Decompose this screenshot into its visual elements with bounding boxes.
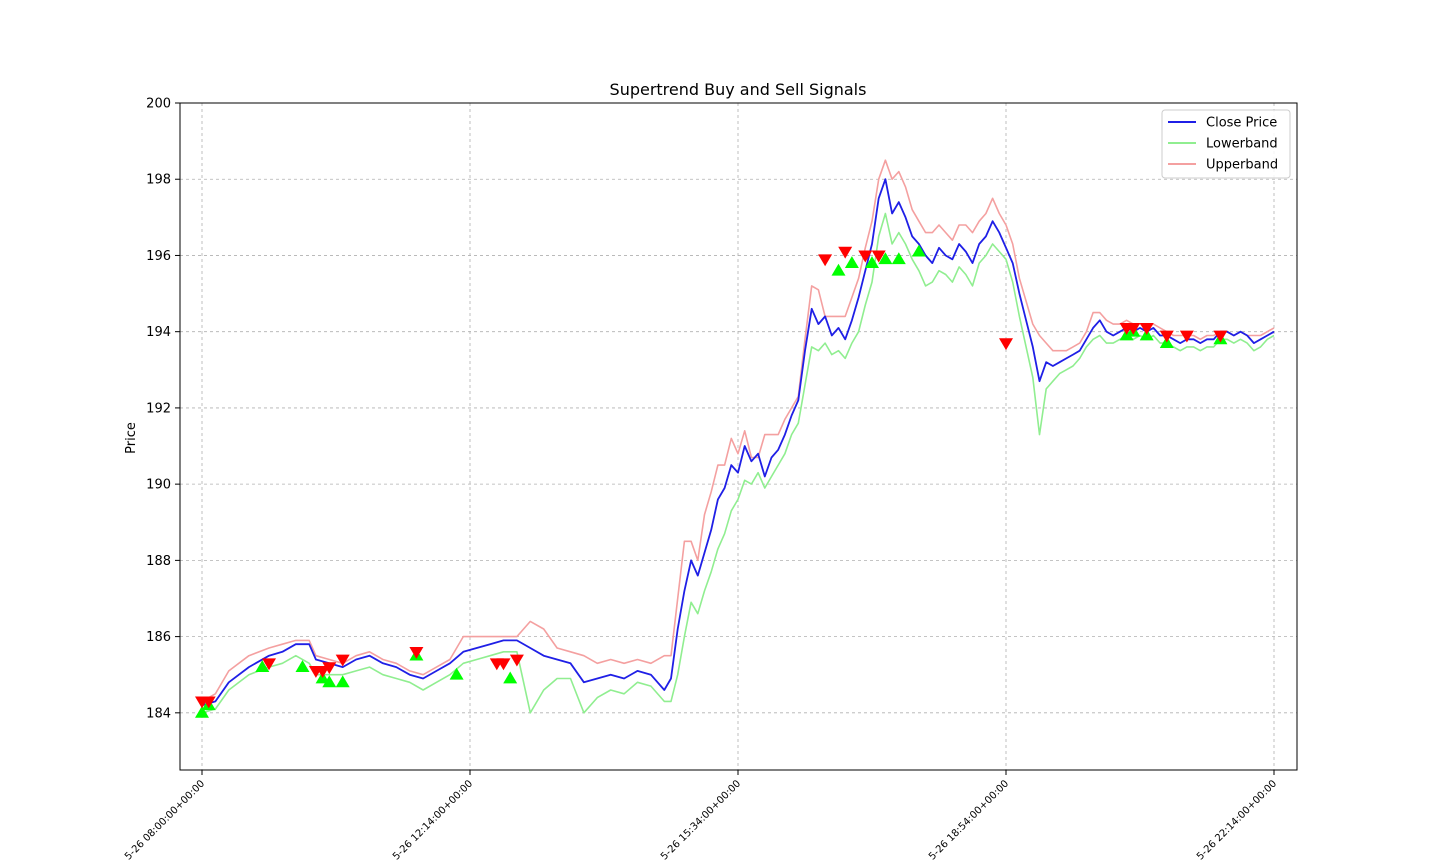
- x-tick-label: 5-26 22:14:00+00:00: [1195, 778, 1279, 862]
- sell-signal-marker: [322, 662, 337, 675]
- legend-label: Lowerband: [1206, 137, 1278, 152]
- series-line-lowerband: [201, 212, 1275, 714]
- chart-title: Supertrend Buy and Sell Signals: [610, 80, 867, 99]
- buy-signal-marker: [322, 675, 337, 688]
- buy-signal-marker: [878, 252, 893, 265]
- buy-signal-marker: [891, 252, 906, 265]
- y-tick-label: 190: [146, 478, 171, 493]
- sell-signal-marker: [409, 646, 424, 659]
- x-tick-label: 5-26 12:14:00+00:00: [391, 778, 475, 862]
- y-tick-label: 194: [146, 325, 171, 340]
- buy-signal-marker: [911, 244, 926, 257]
- y-axis: 184 186 188 190 192 194 196 198 200: [146, 97, 180, 721]
- sell-signal-marker: [871, 250, 886, 263]
- y-tick-label: 188: [146, 554, 171, 569]
- y-axis-label: Price: [124, 422, 139, 454]
- sell-signal-marker: [496, 658, 511, 671]
- sell-signal-marker: [262, 658, 276, 671]
- y-tick-label: 192: [146, 401, 171, 416]
- grid-lines: [180, 102, 1297, 770]
- plot-frame: [179, 102, 1298, 771]
- y-tick-label: 186: [146, 630, 171, 645]
- sell-signal-marker: [201, 696, 216, 709]
- sell-signal-marker: [1213, 330, 1228, 343]
- sell-signal-marker: [315, 666, 330, 678]
- buy-signal-marker: [831, 263, 846, 276]
- buy-signal-marker: [295, 660, 310, 672]
- x-tick-label: 5-26 15:34:00+00:00: [659, 778, 743, 862]
- signal-markers: [195, 244, 1228, 718]
- y-tick-label: 196: [146, 249, 171, 264]
- sell-signal-marker: [1159, 330, 1174, 343]
- x-tick-label: 5-26 18:54:00+00:00: [927, 778, 1011, 862]
- sell-signal-marker: [838, 246, 853, 259]
- buy-signal-marker: [844, 256, 859, 268]
- sell-signal-marker: [335, 654, 350, 667]
- buy-signal-marker: [335, 675, 350, 688]
- legend-label: Upperband: [1206, 158, 1278, 173]
- x-tick-label: 5-26 08:00:00+00:00: [123, 778, 207, 862]
- sell-signal-marker: [1139, 322, 1154, 335]
- buy-signal-marker: [255, 660, 270, 672]
- buy-signal-marker: [449, 667, 464, 680]
- legend: Close Price Lowerband Upperband: [1161, 109, 1291, 179]
- sell-signal-marker: [818, 254, 833, 267]
- sell-signal-marker: [1179, 330, 1194, 343]
- legend-label: Close Price: [1206, 116, 1277, 131]
- buy-signal-marker: [195, 705, 209, 718]
- sell-signal-marker: [509, 654, 524, 667]
- sell-signal-marker: [858, 250, 873, 263]
- y-tick-label: 184: [146, 706, 171, 721]
- sell-signal-marker: [999, 338, 1013, 351]
- y-tick-label: 200: [146, 97, 171, 112]
- y-tick-label: 198: [146, 173, 171, 188]
- legend-box: [1161, 109, 1291, 179]
- x-axis: 5-26 08:00:00+00:00 5-26 12:14:00+00:00 5-…: [123, 770, 1279, 862]
- buy-signal-marker: [503, 671, 518, 684]
- buy-signal-marker: [865, 256, 879, 268]
- sell-signal-marker: [1126, 322, 1141, 335]
